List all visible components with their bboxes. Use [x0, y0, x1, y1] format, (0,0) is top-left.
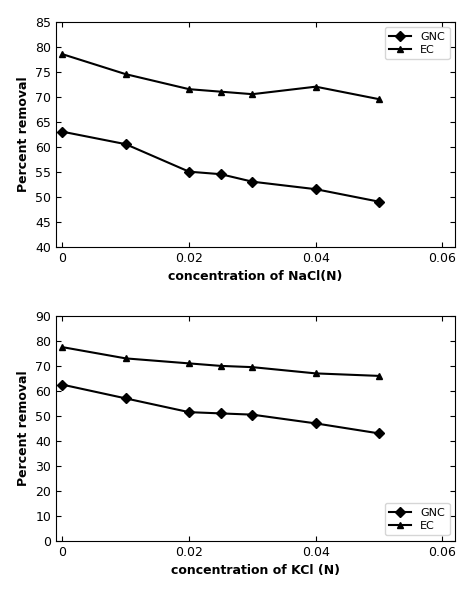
- EC: [249, 364, 255, 371]
- GNC: [60, 128, 65, 135]
- Y-axis label: Percent removal: Percent removal: [17, 371, 30, 486]
- EC: [186, 86, 192, 93]
- EC: [218, 88, 224, 95]
- Line: GNC: GNC: [59, 381, 383, 437]
- EC: [376, 372, 382, 380]
- EC: [60, 50, 65, 58]
- Line: GNC: GNC: [59, 128, 383, 205]
- EC: [186, 360, 192, 367]
- GNC: [123, 141, 128, 148]
- GNC: [313, 185, 319, 192]
- GNC: [123, 395, 128, 402]
- GNC: [376, 430, 382, 437]
- Legend: GNC, EC: GNC, EC: [385, 27, 449, 59]
- X-axis label: concentration of NaCl(N): concentration of NaCl(N): [168, 270, 343, 283]
- EC: [123, 71, 128, 78]
- GNC: [376, 198, 382, 206]
- GNC: [218, 410, 224, 417]
- EC: [60, 343, 65, 350]
- EC: [313, 370, 319, 377]
- Y-axis label: Percent removal: Percent removal: [17, 77, 30, 192]
- GNC: [60, 381, 65, 388]
- EC: [249, 91, 255, 98]
- EC: [218, 362, 224, 369]
- X-axis label: concentration of KCl (N): concentration of KCl (N): [171, 564, 340, 577]
- GNC: [218, 170, 224, 178]
- GNC: [249, 411, 255, 418]
- GNC: [313, 420, 319, 427]
- GNC: [186, 168, 192, 175]
- Line: EC: EC: [59, 50, 383, 103]
- Legend: GNC, EC: GNC, EC: [385, 503, 449, 535]
- Line: EC: EC: [59, 344, 383, 380]
- EC: [123, 355, 128, 362]
- GNC: [249, 178, 255, 185]
- GNC: [186, 409, 192, 416]
- EC: [376, 96, 382, 103]
- EC: [313, 83, 319, 90]
